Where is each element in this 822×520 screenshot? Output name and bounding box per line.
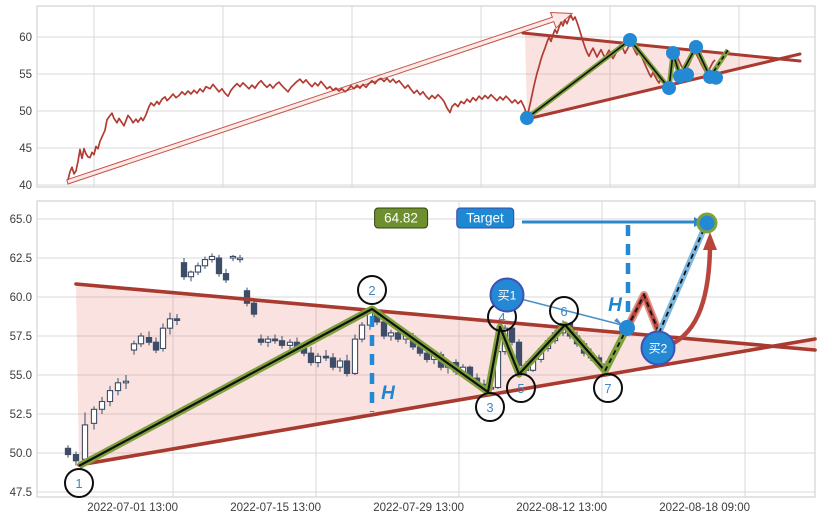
candle-body-filled xyxy=(180,262,188,278)
buy1-entry-dot xyxy=(619,320,635,336)
candle-body-hollow xyxy=(98,400,106,410)
top-pivot-dot xyxy=(709,70,723,85)
x-tick-label: 2022-07-15 13:00 xyxy=(230,502,321,514)
candle-body-filled xyxy=(343,360,351,374)
candle-body-filled xyxy=(243,290,251,304)
y-tick-label: 62.5 xyxy=(10,253,32,265)
y-tick-label: 47.5 xyxy=(10,487,32,499)
candle-body-hollow xyxy=(166,318,174,329)
candle-body-hollow xyxy=(314,355,322,364)
candle-body-filled xyxy=(64,447,72,456)
projection-blue-core xyxy=(658,221,708,334)
candle-body-filled xyxy=(271,338,279,342)
candle-body-filled xyxy=(222,273,230,281)
y-tick-label: 55.0 xyxy=(10,370,32,382)
top-pivot-dot xyxy=(680,67,694,82)
candle-body-filled xyxy=(329,357,337,368)
candle-body-hollow xyxy=(81,424,89,460)
top-pivot-dot xyxy=(662,81,676,96)
y-tick-label: 60 xyxy=(19,32,32,44)
candle-body-hollow xyxy=(229,255,237,259)
x-tick-label: 2022-08-12 13:00 xyxy=(516,502,607,514)
candle-body-hollow xyxy=(106,390,114,403)
candle-body-filled xyxy=(250,302,258,315)
x-tick-label: 2022-08-18 09:00 xyxy=(659,502,750,514)
candle-body-hollow xyxy=(201,259,209,267)
x-tick-label: 2022-07-01 13:00 xyxy=(87,502,178,514)
y-tick-label: 45 xyxy=(19,143,32,155)
candle-body-filled xyxy=(394,332,402,340)
top-pivot-dot xyxy=(520,111,534,126)
candle-body-hollow xyxy=(208,255,216,261)
top-pivot-dot xyxy=(623,32,637,47)
y-tick-label: 40 xyxy=(19,180,32,192)
target-dot xyxy=(696,212,718,234)
candle-body-filled xyxy=(380,321,388,337)
candle-body-filled xyxy=(423,352,431,360)
candle-body-filled xyxy=(72,454,80,462)
buy1-pointer-arrowhead xyxy=(614,318,622,325)
candle-body-hollow xyxy=(114,382,122,392)
y-tick-label: 65.0 xyxy=(10,214,32,226)
candle-body-filled xyxy=(508,327,516,343)
top-projection-dashed xyxy=(709,49,729,78)
candle-body-hollow xyxy=(90,408,98,424)
candle-body-hollow xyxy=(351,338,359,374)
bottom-upper-trendline xyxy=(74,282,817,352)
candle-body-filled xyxy=(145,337,153,343)
projection-green-core xyxy=(604,327,628,372)
y-tick-label: 50.0 xyxy=(10,448,32,460)
candle-body-filled xyxy=(257,338,265,343)
candle-body-filled xyxy=(322,355,330,359)
projection-red-core xyxy=(626,292,660,334)
y-tick-label: 52.5 xyxy=(10,409,32,421)
bottom-triangle-fill xyxy=(76,284,815,465)
y-tick-label: 57.5 xyxy=(10,331,32,343)
candle-body-hollow xyxy=(336,360,344,368)
top-upper-trendline xyxy=(521,31,802,63)
trend-arrow xyxy=(66,11,574,185)
candle-body-hollow xyxy=(264,338,272,343)
top-pivot-dot xyxy=(666,45,680,60)
candle-body-hollow xyxy=(122,380,130,384)
candle-body-filled xyxy=(278,340,286,346)
candle-body-hollow xyxy=(236,257,244,261)
candle-body-hollow xyxy=(187,271,195,278)
x-tick-label: 2022-07-29 13:00 xyxy=(373,502,464,514)
y-tick-label: 50 xyxy=(19,106,32,118)
candle-body-hollow xyxy=(358,324,366,340)
candle-body-hollow xyxy=(387,332,395,337)
candle-body-filled xyxy=(307,352,315,364)
candle-body-hollow xyxy=(159,327,167,350)
candle-body-hollow xyxy=(194,265,202,273)
candle-body-hollow xyxy=(130,343,138,351)
candle-body-filled xyxy=(152,341,160,351)
candle-body-hollow xyxy=(286,341,294,346)
candle-body-hollow xyxy=(137,335,145,345)
y-tick-label: 55 xyxy=(19,69,32,81)
bottom-lower-trendline xyxy=(77,337,817,467)
top-pivot-dot xyxy=(689,39,703,54)
candle-body-filled xyxy=(215,257,223,275)
y-tick-label: 60.0 xyxy=(10,292,32,304)
breakout-curve-arrowhead xyxy=(703,232,717,250)
candle-body-filled xyxy=(173,318,181,321)
buy1-pointer-line xyxy=(520,298,623,326)
